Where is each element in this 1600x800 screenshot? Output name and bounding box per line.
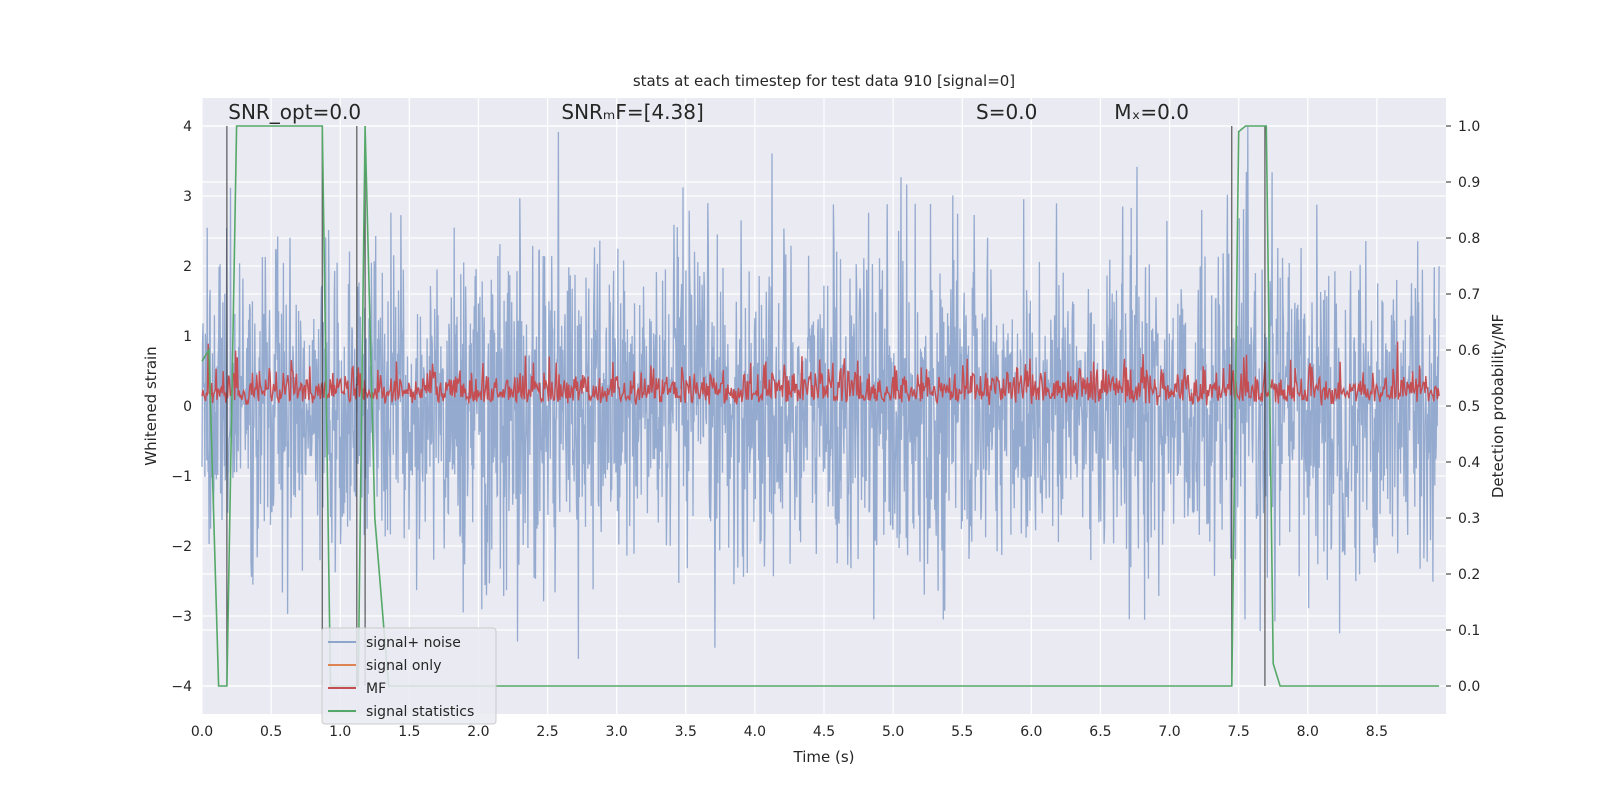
y-tick-label: 4	[183, 119, 192, 135]
x-tick-label: 7.5	[1228, 724, 1250, 740]
x-tick-label: 6.0	[1020, 724, 1042, 740]
legend-box	[321, 627, 497, 725]
x-axis-label: Time (s)	[793, 748, 855, 766]
y-tick-label: −2	[171, 539, 192, 555]
x-tick-label: 0.5	[260, 724, 282, 740]
x-tick-label: 4.5	[813, 724, 835, 740]
y2-tick-label: 0.8	[1458, 231, 1480, 247]
y-tick-label: 3	[183, 189, 192, 205]
chart-title: stats at each timestep for test data 910…	[633, 72, 1015, 90]
legend-label: signal+ noise	[366, 635, 461, 651]
legend-label: signal only	[366, 658, 441, 674]
x-tick-label: 3.0	[606, 724, 628, 740]
x-tick-label: 6.5	[1089, 724, 1111, 740]
annotation-text: S=0.0	[976, 100, 1037, 124]
x-tick-label: 2.0	[467, 724, 489, 740]
y-tick-label: −1	[171, 469, 192, 485]
x-tick-label: 8.0	[1297, 724, 1319, 740]
y2-tick-label: 0.2	[1458, 567, 1480, 583]
y2-tick-label: 0.9	[1458, 175, 1480, 191]
x-tick-label: 1.0	[329, 724, 351, 740]
x-tick-label: 2.5	[536, 724, 558, 740]
x-tick-label: 8.5	[1366, 724, 1388, 740]
series-signal-statistics	[201, 125, 1440, 687]
y2-tick-label: 0.7	[1458, 287, 1480, 303]
annotation-text: Mₓ=0.0	[1114, 100, 1189, 124]
y2-tick-label: 0.3	[1458, 511, 1480, 527]
y2-tick-label: 0.0	[1458, 679, 1480, 695]
annotation-text: SNRₘF=[4.38]	[561, 100, 703, 124]
x-tick-label: 5.5	[951, 724, 973, 740]
legend: signal+ noise signal only MF signal statist…	[321, 627, 497, 725]
x-tick-label: 7.0	[1158, 724, 1180, 740]
series-signal-noise	[201, 125, 1440, 659]
y-tick-label: 2	[183, 259, 192, 275]
x-tick-label: 5.0	[882, 724, 904, 740]
y2-axis-label: Detection probability/MF	[1489, 314, 1507, 498]
y2-tick-label: 1.0	[1458, 119, 1480, 135]
x-tick-label: 4.0	[744, 724, 766, 740]
x-tick-label: 0.0	[191, 724, 213, 740]
y2-tick-label: 0.5	[1458, 399, 1480, 415]
y-tick-label: 1	[183, 329, 192, 345]
series-mf	[201, 341, 1440, 406]
y-axis-label: Whitened strain	[142, 346, 160, 465]
y2-tick-label: 0.4	[1458, 455, 1480, 471]
legend-label: MF	[366, 681, 386, 697]
y2-tick-label: 0.6	[1458, 343, 1480, 359]
annotation-text: SNR_opt=0.0	[228, 100, 361, 124]
legend-label: signal statistics	[366, 704, 474, 720]
y-tick-label: −3	[171, 609, 192, 625]
x-tick-label: 1.5	[398, 724, 420, 740]
y-tick-label: −4	[171, 679, 192, 695]
y-tick-label: 0	[183, 399, 192, 415]
plot-area: 0.0 0.5 1.0 1.5 2.0 2.5 3.0 3.5 4.0 4.5 5.0 5.5 6.0 6…	[171, 98, 1480, 740]
y2-tick-label: 0.1	[1458, 623, 1480, 639]
x-tick-label: 3.5	[675, 724, 697, 740]
